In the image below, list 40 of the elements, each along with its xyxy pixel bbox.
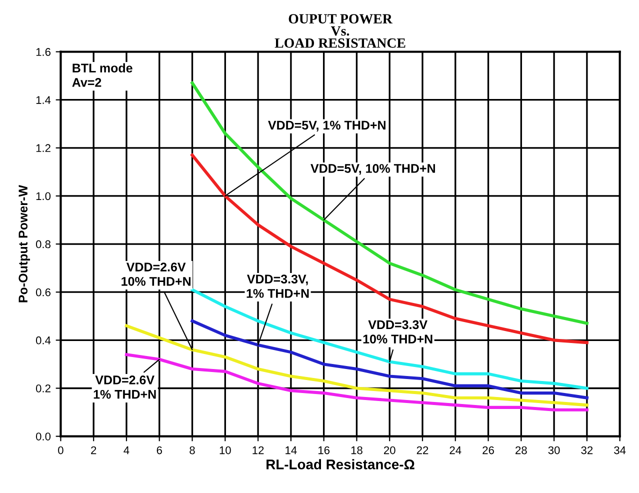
x-tick-label: 16 [318, 446, 330, 454]
text: VDD=2.6V 10% THD+N [122, 262, 190, 286]
series-label: VDD=3.3V 10% THD+N [363, 320, 432, 344]
text: VDD=3.3V, 1% THD+N [246, 274, 309, 298]
chart-title: OUPUT POWER Vs. LOAD RESISTANCE [274, 14, 406, 48]
x-tick-label: 0 [58, 446, 64, 454]
line-series [190, 288, 588, 390]
x-tick-label: 28 [516, 446, 527, 454]
y-tick-label: 0.6 [36, 288, 50, 296]
x-tick-label: 26 [482, 446, 494, 454]
y-tick-label: 0.0 [36, 432, 51, 440]
x-tick-label: 6 [156, 446, 162, 454]
line-series [190, 319, 588, 400]
x-tick-label: 14 [286, 446, 297, 454]
x-tick-label: 18 [351, 446, 362, 454]
annotation: BTL mode Av=2 [72, 63, 132, 87]
x-tick-label: 4 [124, 446, 130, 454]
x-tick-label: 24 [450, 446, 462, 454]
x-tick-label: 32 [581, 446, 593, 454]
series-label: VDD=2.6V 1% THD+N [94, 376, 156, 399]
y-tick-label: 0.2 [36, 384, 50, 392]
x-tick-label: 22 [416, 446, 428, 454]
y-tick-label: 1.2 [36, 144, 50, 152]
line-series [190, 154, 588, 344]
text: VDD=5V, 1% THD+N [268, 120, 386, 132]
x-tick-label: 34 [614, 446, 626, 454]
x-tick-label: 20 [384, 446, 396, 454]
x-tick-label: 12 [252, 446, 264, 454]
x-axis-title: RL-Load Resistance-Ω [266, 459, 414, 470]
text: VDD=5V, 10% THD+N [310, 164, 435, 175]
y-tick-label: 1.0 [36, 192, 51, 200]
x-tick-label: 2 [91, 446, 96, 454]
y-tick-label: 1.6 [36, 48, 50, 56]
y-tick-label: 0.4 [36, 336, 51, 344]
y-axis-title: Po-Output Power-W [18, 185, 30, 302]
x-tick-label: 30 [548, 446, 560, 454]
x-tick-label: 8 [190, 446, 195, 454]
y-tick-label: 1.4 [36, 96, 51, 104]
y-tick-label: 0.8 [36, 240, 50, 248]
x-tick-label: 10 [220, 446, 231, 454]
